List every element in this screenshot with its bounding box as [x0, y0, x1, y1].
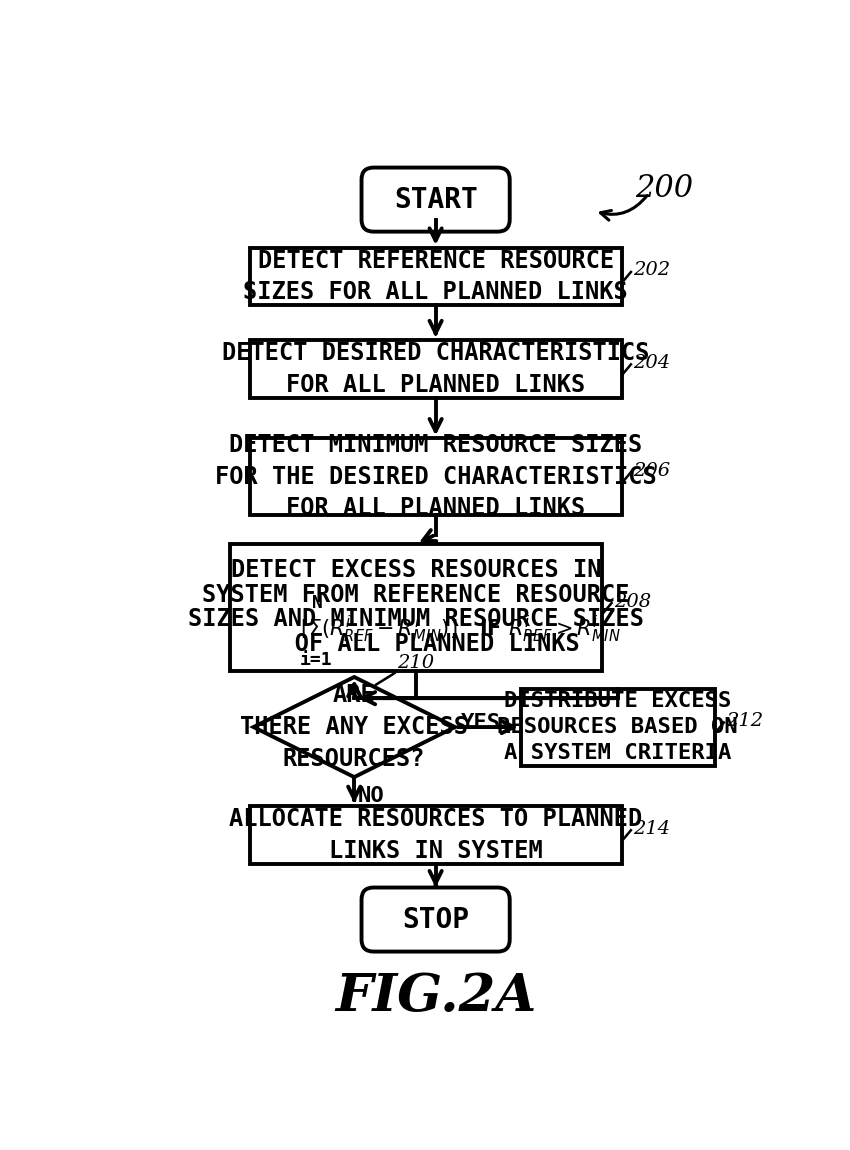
Text: $[\Sigma(R^i_{REF}-R^i_{MIN})]$   IF $R^i_{REF}>R^i_{MIN}$: $[\Sigma(R^i_{REF}-R^i_{MIN})]$ IF $R^i_… — [300, 614, 620, 645]
Text: FIG.2A: FIG.2A — [335, 971, 536, 1022]
Text: 212: 212 — [726, 712, 763, 730]
Text: i=1: i=1 — [300, 651, 332, 669]
Text: DETECT EXCESS RESOURCES IN: DETECT EXCESS RESOURCES IN — [231, 558, 602, 582]
Text: YES: YES — [462, 713, 501, 734]
Bar — [521, 689, 715, 766]
FancyBboxPatch shape — [361, 888, 510, 951]
Text: STOP: STOP — [402, 905, 469, 934]
Bar — [230, 544, 603, 672]
Text: DETECT REFERENCE RESOURCE
SIZES FOR ALL PLANNED LINKS: DETECT REFERENCE RESOURCE SIZES FOR ALL … — [243, 248, 628, 305]
Text: START: START — [394, 185, 478, 214]
Text: N: N — [312, 595, 322, 612]
Text: DETECT DESIRED CHARACTERISTICS
FOR ALL PLANNED LINKS: DETECT DESIRED CHARACTERISTICS FOR ALL P… — [222, 342, 649, 397]
Polygon shape — [253, 677, 455, 777]
Text: 208: 208 — [614, 592, 651, 611]
Bar — [250, 340, 621, 398]
Bar — [250, 806, 621, 864]
Text: SYSTEM FROM REFERENCE RESOURCE: SYSTEM FROM REFERENCE RESOURCE — [202, 583, 630, 607]
FancyBboxPatch shape — [361, 168, 510, 231]
Text: 204: 204 — [633, 354, 671, 371]
Text: 206: 206 — [633, 461, 671, 480]
Text: DISTRIBUTE EXCESS
RESOURCES BASED ON
A SYSTEM CRITERIA: DISTRIBUTE EXCESS RESOURCES BASED ON A S… — [497, 691, 738, 764]
Text: ARE
THERE ANY EXCESS
RESOURCES?: ARE THERE ANY EXCESS RESOURCES? — [241, 683, 468, 771]
Bar — [250, 247, 621, 306]
Text: 214: 214 — [633, 820, 671, 837]
Bar — [250, 438, 621, 515]
Text: ALLOCATE RESOURCES TO PLANNED
LINKS IN SYSTEM: ALLOCATE RESOURCES TO PLANNED LINKS IN S… — [229, 807, 643, 862]
Text: 210: 210 — [397, 653, 434, 672]
Text: NO: NO — [358, 787, 385, 806]
Text: DETECT MINIMUM RESOURCE SIZES
FOR THE DESIRED CHARACTERISTICS
FOR ALL PLANNED LI: DETECT MINIMUM RESOURCE SIZES FOR THE DE… — [215, 434, 656, 521]
Text: 202: 202 — [633, 261, 671, 279]
Text: SIZES AND MINIMUM RESOURCE SIZES: SIZES AND MINIMUM RESOURCE SIZES — [188, 607, 644, 631]
Text: OF ALL PLANNED LINKS: OF ALL PLANNED LINKS — [252, 632, 580, 655]
Text: 200: 200 — [635, 172, 694, 204]
